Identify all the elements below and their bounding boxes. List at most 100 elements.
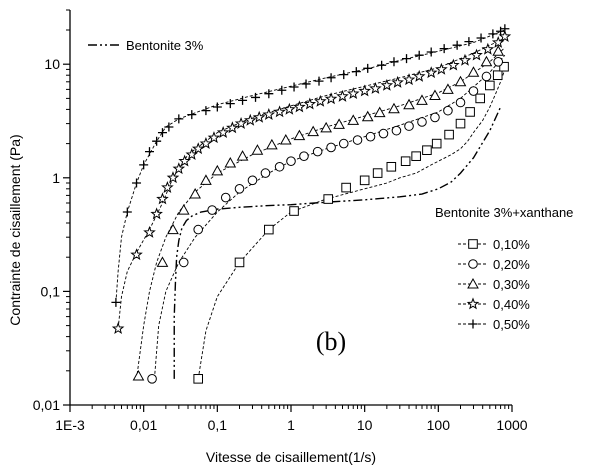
data-point-triangle bbox=[492, 45, 505, 56]
data-point-star bbox=[481, 42, 495, 55]
data-point-star bbox=[150, 207, 163, 220]
data-point-circle bbox=[404, 121, 414, 131]
data-point-circle bbox=[365, 131, 376, 142]
data-point-star bbox=[358, 84, 371, 97]
data-point-star bbox=[314, 94, 327, 107]
data-point-plus bbox=[301, 79, 311, 89]
data-point-circle bbox=[468, 86, 479, 96]
data-point-star bbox=[435, 62, 448, 75]
data-point-square bbox=[475, 93, 485, 104]
data-point-plus bbox=[145, 147, 154, 157]
data-point-triangle bbox=[416, 94, 428, 105]
data-point-triangle bbox=[251, 144, 264, 155]
data-point-plus bbox=[139, 160, 149, 170]
data-point-square bbox=[485, 80, 495, 91]
data-point-plus bbox=[488, 29, 498, 39]
data-point-triangle bbox=[373, 106, 386, 118]
data-point-star bbox=[130, 248, 143, 261]
legend-group-title: Bentonite 3%+xanthane bbox=[435, 205, 573, 220]
data-point-square bbox=[499, 61, 509, 72]
data-point-triangle bbox=[467, 66, 480, 77]
data-point-circle bbox=[312, 146, 323, 157]
panel-label: (b) bbox=[316, 327, 346, 356]
data-point-star bbox=[336, 89, 349, 102]
data-point-square bbox=[359, 175, 370, 186]
data-point-star bbox=[424, 66, 438, 79]
data-point-plus bbox=[152, 136, 162, 146]
data-point-plus bbox=[157, 128, 167, 138]
data-point-square bbox=[431, 138, 442, 149]
data-point-plus bbox=[174, 114, 184, 124]
y-tick-label: 0,1 bbox=[41, 283, 61, 299]
data-point-star bbox=[172, 162, 186, 175]
data-point-star bbox=[216, 125, 230, 138]
data-point-square bbox=[386, 161, 397, 172]
data-point-square bbox=[492, 70, 503, 81]
data-point-plus bbox=[122, 207, 132, 217]
data-point-triangle bbox=[480, 55, 493, 67]
data-point-plus bbox=[201, 106, 211, 116]
data-point-star bbox=[283, 102, 296, 115]
data-point-triangle bbox=[347, 114, 360, 125]
data-point-star bbox=[178, 154, 191, 167]
data-point-circle bbox=[147, 374, 157, 384]
series-line-5 bbox=[115, 29, 506, 303]
data-point-star bbox=[303, 97, 317, 110]
legend-marker-triangle bbox=[467, 277, 479, 289]
data-point-star bbox=[491, 35, 505, 48]
data-point-plus bbox=[500, 24, 510, 34]
data-point-triangle bbox=[200, 174, 212, 185]
data-point-plus bbox=[464, 37, 474, 47]
series-line-0 bbox=[173, 106, 502, 379]
x-tick-label: 1E-3 bbox=[55, 417, 85, 433]
data-point-square bbox=[234, 257, 245, 268]
data-point-triangle bbox=[293, 129, 306, 141]
legend-marker-star bbox=[466, 297, 480, 310]
data-point-square bbox=[422, 145, 432, 155]
data-point-circle bbox=[338, 138, 349, 149]
data-point-triangle bbox=[388, 102, 400, 114]
data-point-star bbox=[293, 100, 306, 113]
y-tick-label: 1 bbox=[52, 170, 60, 186]
y-axis-label: Contrainte de cisaillement (Pa) bbox=[7, 134, 23, 325]
data-point-circle bbox=[178, 257, 189, 268]
data-point-circle bbox=[443, 105, 453, 116]
data-point-circle bbox=[220, 192, 231, 203]
data-point-square bbox=[193, 374, 204, 384]
data-point-triangle bbox=[320, 121, 332, 133]
data-point-plus bbox=[132, 178, 142, 188]
data-point-star bbox=[166, 171, 180, 184]
data-point-plus bbox=[251, 92, 261, 102]
data-point-plus bbox=[289, 82, 299, 92]
x-tick-label: 10 bbox=[357, 417, 373, 433]
data-point-star bbox=[262, 107, 276, 120]
data-point-star bbox=[369, 81, 382, 94]
data-point-circle bbox=[247, 175, 258, 186]
plot-area: 1E-3 0,01 0,1 1 10 100 1000 0,01 0,1 1 10 bbox=[33, 9, 528, 433]
data-point-circle bbox=[207, 205, 217, 215]
data-point-circle bbox=[234, 184, 245, 194]
data-point-plus bbox=[326, 73, 336, 83]
data-point-triangle bbox=[236, 150, 249, 161]
series-markers bbox=[111, 24, 512, 384]
data-point-star bbox=[243, 113, 257, 126]
data-point-square bbox=[372, 168, 383, 178]
y-tick-label: 0,01 bbox=[33, 397, 60, 413]
data-point-square bbox=[400, 156, 411, 167]
data-point-plus bbox=[426, 47, 436, 57]
data-point-triangle bbox=[279, 134, 292, 145]
data-point-circle bbox=[286, 156, 296, 167]
data-point-square bbox=[465, 107, 475, 117]
data-point-plus bbox=[389, 57, 399, 67]
series-line-1 bbox=[197, 69, 506, 379]
x-tick-label: 0,1 bbox=[208, 417, 228, 433]
data-point-plus bbox=[377, 60, 387, 70]
x-axis-label: Vitesse de cisaillement(1/s) bbox=[206, 449, 376, 465]
data-point-star bbox=[252, 110, 266, 123]
data-point-star bbox=[273, 105, 286, 118]
data-point-circle bbox=[274, 161, 285, 172]
legend-xanthane: 0,10% 0,20% 0,30% 0,40% 0,50% bbox=[458, 237, 530, 332]
legend-marker-circle bbox=[468, 259, 478, 269]
legend-bentonite: Bentonite 3% bbox=[88, 38, 204, 53]
data-point-star bbox=[447, 58, 460, 71]
